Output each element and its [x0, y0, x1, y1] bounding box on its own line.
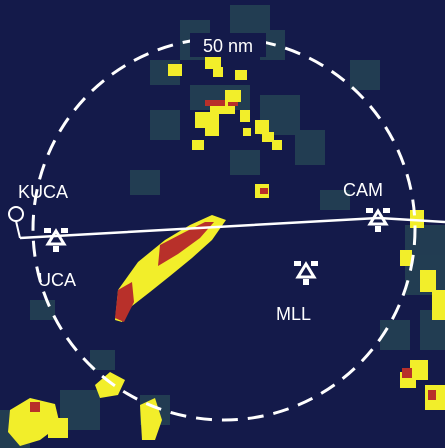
- vortac-icon: [294, 261, 318, 285]
- range-ring-label: 50 nm: [203, 36, 253, 56]
- range-ring-label-bg: [190, 33, 266, 57]
- airport-circle-icon: [8, 206, 24, 239]
- waypoint-label-kuca: KUCA: [18, 182, 68, 202]
- waypoint-label-cam: CAM: [343, 180, 383, 200]
- waypoint-label-mll: MLL: [276, 304, 311, 324]
- weather-cells-level-1: [8, 55, 445, 446]
- flight-route-line: [19, 216, 445, 240]
- vortac-icon: [366, 208, 390, 232]
- weather-cells-level-2: [30, 100, 436, 412]
- waypoint-label-uca: UCA: [38, 270, 76, 290]
- vortac-icon: [44, 228, 68, 252]
